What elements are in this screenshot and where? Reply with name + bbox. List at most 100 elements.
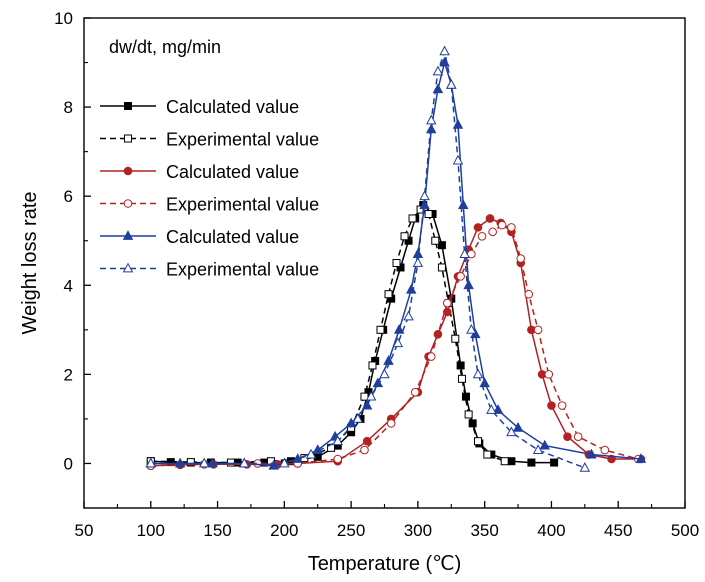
data-point [403,310,414,321]
legend-marker [123,199,133,208]
x-tick-label: 350 [470,521,498,540]
data-point [527,458,536,467]
data-point [457,374,466,383]
data-point [459,248,470,258]
data-point [360,392,369,401]
legend-label: Calculated value [166,227,299,247]
data-point [410,387,420,397]
x-tick-label: 400 [537,521,565,540]
data-point [477,231,487,241]
y-axis-label: Weight loss rate [19,191,41,334]
data-point [497,220,507,230]
data-point [424,210,433,218]
data-point [332,435,343,446]
data-point [419,199,430,209]
data-point [442,298,452,308]
x-tick-label: 500 [671,521,699,540]
data-point [386,419,396,428]
data-point [426,123,437,134]
data-point [439,45,450,56]
data-point [408,214,417,223]
data-point [279,457,290,468]
data-point [333,454,343,464]
data-point [364,388,373,397]
y-tick-label: 4 [64,276,73,295]
data-point [473,437,482,446]
data-point [368,361,377,370]
data-point [437,241,446,250]
data-point [483,450,492,459]
data-point [226,458,235,467]
data-point [506,426,517,437]
data-point [437,263,446,272]
y-tick-label: 6 [64,187,73,206]
y-tick-label: 10 [54,9,73,28]
data-point [419,190,430,201]
data-point [198,457,210,468]
data-point [539,439,551,450]
data-point [485,214,495,223]
data-point [532,444,544,454]
data-point [507,223,516,232]
y-tick-label: 8 [64,98,73,117]
data-point [404,236,413,245]
data-point [426,352,436,361]
data-point [507,457,516,466]
plot-series-layer [145,45,647,472]
data-point [466,323,477,334]
data-point [452,154,464,165]
legend-marker [122,262,134,273]
data-point [635,453,647,463]
data-point [431,236,440,245]
data-point [362,436,372,446]
data-point [488,227,497,237]
y-tick-label: 0 [64,454,73,473]
data-point [600,445,610,455]
data-point [500,457,509,466]
data-point [405,283,417,294]
data-point [456,272,465,281]
legend: Calculated value Experimental value Calcul… [100,97,319,280]
series-6 [145,45,591,472]
data-point [384,290,393,299]
data-point [426,114,437,125]
legend-marker [124,134,132,143]
data-point [268,459,279,470]
x-axis-label: Temperature (℃) [308,553,462,575]
x-tick-label: 100 [137,521,165,540]
data-point [376,325,385,334]
legend-label: Calculated value [166,97,299,117]
data-point [393,323,405,334]
data-point [516,254,526,263]
legend-marker [122,230,134,240]
data-point [360,445,369,455]
x-tick-label: 300 [404,521,432,540]
data-point [432,65,444,76]
data-point [486,404,497,414]
data-point [400,232,409,241]
y-tick-label: 2 [64,365,73,384]
data-point [456,361,465,370]
data-point [544,370,554,379]
data-point [473,223,483,232]
data-point [392,259,401,267]
data-point [392,337,404,348]
x-tick-label: 250 [337,521,365,540]
data-point [145,457,157,468]
data-point [186,458,195,467]
data-point [412,257,424,267]
data-point [550,458,559,467]
data-point [379,368,390,379]
data-point [468,419,477,428]
data-point [365,390,377,401]
series-2 [146,205,509,467]
chart-annotation: dw/dt, mg/min [109,37,221,57]
data-point [524,289,534,299]
data-point [442,307,452,317]
data-point [451,334,460,343]
data-point [573,432,583,442]
data-point [547,401,556,410]
data-point [461,392,470,401]
legend-label: Calculated value [166,162,299,182]
x-tick-label: 150 [203,521,231,540]
